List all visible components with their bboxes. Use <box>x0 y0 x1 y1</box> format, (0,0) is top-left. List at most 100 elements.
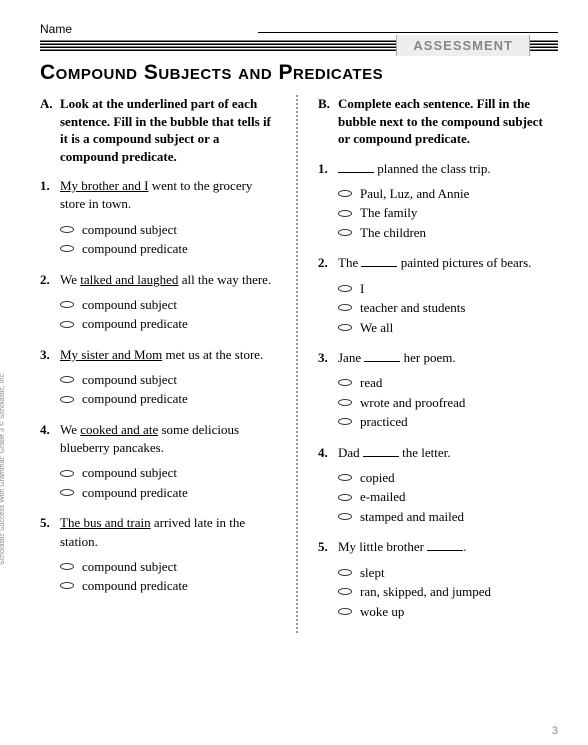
bubble-icon[interactable] <box>60 376 74 383</box>
fill-blank[interactable] <box>364 361 400 362</box>
bubble-icon[interactable] <box>338 229 352 236</box>
header-stripe: ASSESSMENT <box>40 40 558 51</box>
bubble-icon[interactable] <box>338 285 352 292</box>
option-label: compound subject <box>82 220 177 240</box>
bubble-icon[interactable] <box>338 379 352 386</box>
bubble-icon[interactable] <box>338 418 352 425</box>
option-label: practiced <box>360 412 408 432</box>
name-input-line[interactable] <box>258 32 558 33</box>
name-row: Name <box>40 22 558 36</box>
option-label: wrote and proofread <box>360 393 465 413</box>
options-group: copiede-mailedstamped and mailed <box>318 468 558 527</box>
option-label: compound predicate <box>82 239 188 259</box>
question-number: 4. <box>318 444 338 462</box>
option: compound subject <box>60 557 280 577</box>
fill-blank[interactable] <box>363 456 399 457</box>
options-group: readwrote and proofreadpracticed <box>318 373 558 432</box>
bubble-icon[interactable] <box>338 190 352 197</box>
bubble-icon[interactable] <box>338 324 352 331</box>
option: practiced <box>338 412 558 432</box>
question-a: 5.The bus and train arrived late in the … <box>40 514 280 550</box>
option-label: compound subject <box>82 557 177 577</box>
page-title: Compound Subjects and Predicates <box>40 61 558 85</box>
question-b: 3.Jane her poem. <box>318 349 558 367</box>
option: The family <box>338 203 558 223</box>
option-label: compound subject <box>82 463 177 483</box>
option-label: compound predicate <box>82 483 188 503</box>
option-label: compound predicate <box>82 314 188 334</box>
bubble-icon[interactable] <box>60 321 74 328</box>
option: woke up <box>338 602 558 622</box>
question-number: 1. <box>318 160 338 178</box>
question-number: 3. <box>40 346 60 364</box>
bubble-icon[interactable] <box>338 399 352 406</box>
question-text: The painted pictures of bears. <box>338 254 558 272</box>
options-group: compound subjectcompound predicate <box>40 295 280 334</box>
option: read <box>338 373 558 393</box>
question-a: 1.My brother and I went to the grocery s… <box>40 177 280 213</box>
option: compound predicate <box>60 389 280 409</box>
option-label: compound predicate <box>82 576 188 596</box>
option-label: The children <box>360 223 426 243</box>
options-group: Paul, Luz, and AnnieThe familyThe childr… <box>318 184 558 243</box>
fill-blank[interactable] <box>338 172 374 173</box>
option-label: e-mailed <box>360 487 405 507</box>
option: teacher and students <box>338 298 558 318</box>
bubble-icon[interactable] <box>60 563 74 570</box>
question-text: We talked and laughed all the way there. <box>60 271 280 289</box>
option-label: compound subject <box>82 295 177 315</box>
bubble-icon[interactable] <box>60 226 74 233</box>
bubble-icon[interactable] <box>60 301 74 308</box>
option-label: Paul, Luz, and Annie <box>360 184 469 204</box>
question-number: 2. <box>318 254 338 272</box>
fill-blank[interactable] <box>427 550 463 551</box>
question-text: We cooked and ate some delicious blueber… <box>60 421 280 457</box>
option: compound predicate <box>60 314 280 334</box>
bubble-icon[interactable] <box>338 513 352 520</box>
bubble-icon[interactable] <box>338 210 352 217</box>
question-number: 5. <box>318 538 338 556</box>
option-label: read <box>360 373 382 393</box>
bubble-icon[interactable] <box>338 569 352 576</box>
options-group: compound subjectcompound predicate <box>40 463 280 502</box>
bubble-icon[interactable] <box>60 582 74 589</box>
bubble-icon[interactable] <box>338 588 352 595</box>
options-group: Iteacher and studentsWe all <box>318 279 558 338</box>
question-text: Dad the letter. <box>338 444 558 462</box>
bubble-icon[interactable] <box>338 304 352 311</box>
section-a-instructions: A.Look at the underlined part of each se… <box>40 95 280 165</box>
question-b: 5.My little brother . <box>318 538 558 556</box>
section-b-label: B. <box>318 95 338 148</box>
section-a-text: Look at the underlined part of each sent… <box>60 95 280 165</box>
option: compound subject <box>60 370 280 390</box>
options-group: compound subjectcompound predicate <box>40 557 280 596</box>
options-group: compound subjectcompound predicate <box>40 370 280 409</box>
worksheet-page: Name ASSESSMENT Compound Subjects and Pr… <box>0 0 588 651</box>
name-label: Name <box>40 22 72 36</box>
question-number: 4. <box>40 421 60 457</box>
option-label: We all <box>360 318 393 338</box>
bubble-icon[interactable] <box>338 474 352 481</box>
section-a-label: A. <box>40 95 60 165</box>
page-number: 3 <box>552 725 558 737</box>
question-text: My little brother . <box>338 538 558 556</box>
option-label: copied <box>360 468 395 488</box>
option: stamped and mailed <box>338 507 558 527</box>
option: copied <box>338 468 558 488</box>
option-label: The family <box>360 203 417 223</box>
copyright-sideways: Scholastic Success With Grammar: Grade 3… <box>0 372 6 565</box>
option-label: compound subject <box>82 370 177 390</box>
question-a: 2.We talked and laughed all the way ther… <box>40 271 280 289</box>
fill-blank[interactable] <box>361 266 397 267</box>
bubble-icon[interactable] <box>60 396 74 403</box>
bubble-icon[interactable] <box>338 494 352 501</box>
bubble-icon[interactable] <box>60 470 74 477</box>
question-b: 4.Dad the letter. <box>318 444 558 462</box>
columns-wrapper: A.Look at the underlined part of each se… <box>40 95 558 633</box>
question-number: 1. <box>40 177 60 213</box>
question-text: My brother and I went to the grocery sto… <box>60 177 280 213</box>
bubble-icon[interactable] <box>338 608 352 615</box>
bubble-icon[interactable] <box>60 245 74 252</box>
option: compound subject <box>60 295 280 315</box>
bubble-icon[interactable] <box>60 489 74 496</box>
